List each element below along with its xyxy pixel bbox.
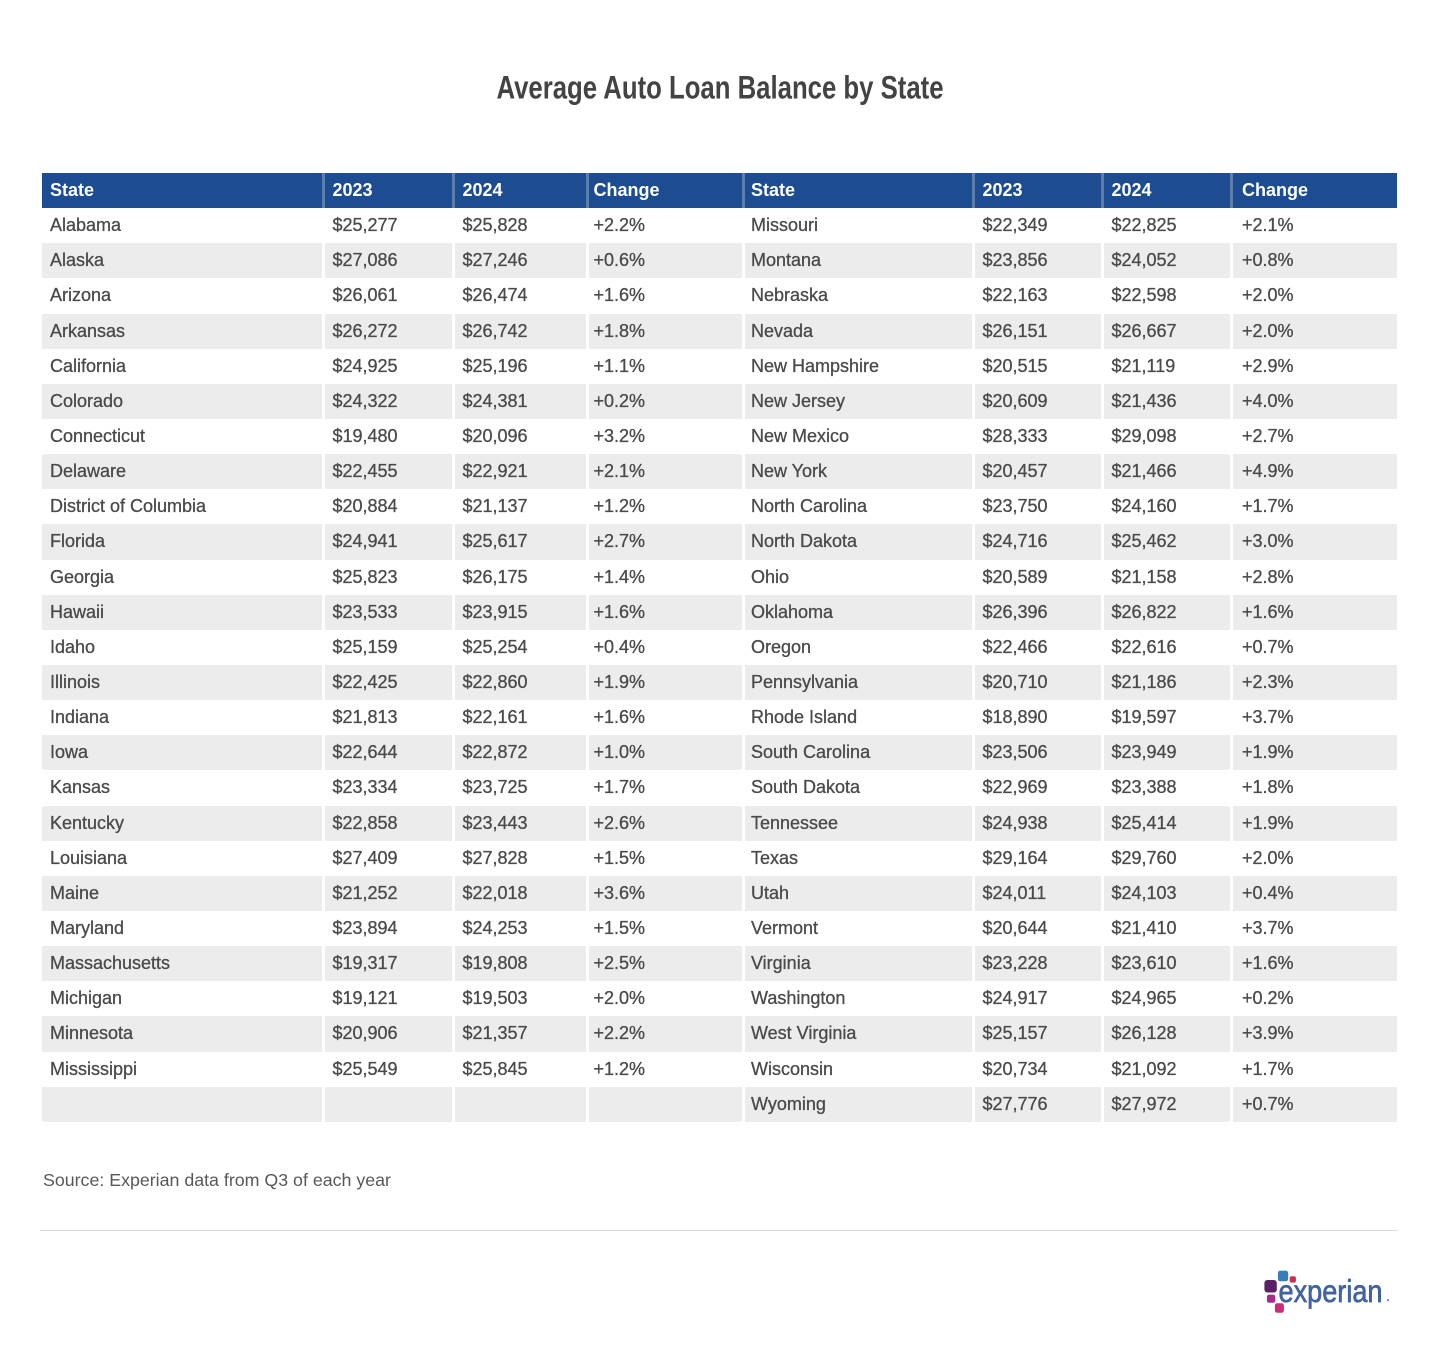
svg-text:experian: experian — [1279, 1273, 1383, 1309]
svg-text:Average Auto Loan Balance by S: Average Auto Loan Balance by State — [497, 69, 944, 105]
